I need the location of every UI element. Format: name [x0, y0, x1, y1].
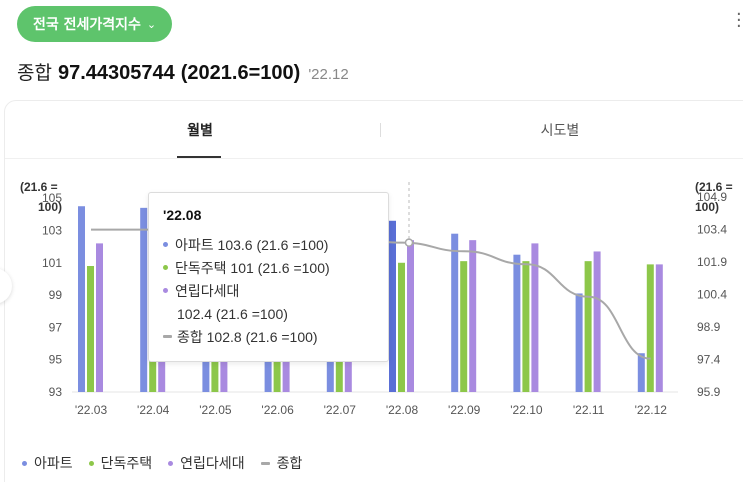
headline-base: (2021.6=100) — [180, 62, 301, 84]
tooltip-rowhouse-label: 연립다세대 — [175, 282, 240, 299]
chevron-down-icon: ⌄ — [146, 17, 157, 31]
tooltip-rowhouse-value: 102.4 (21.6 =100) — [177, 305, 288, 322]
composite-line-icon — [163, 335, 172, 338]
tab-monthly[interactable]: 월별 — [187, 123, 213, 139]
rowhouse-dot-icon — [168, 460, 174, 466]
tooltip-row-rowhouse-value: 102.4 (21.6 =100) — [163, 302, 388, 325]
legend-item-detached[interactable]: 단독주택 — [88, 453, 153, 473]
index-selector-label: 전국 전세가격지수 — [33, 17, 141, 33]
tooltip-title: '22.08 — [163, 207, 202, 223]
legend-item-apartment[interactable]: 아파트 — [22, 453, 73, 473]
tooltip-detached-text: 단독주택 101 (21.6 =100) — [175, 259, 330, 276]
tab-divider — [380, 123, 381, 137]
tooltip-apartment-text: 아파트 103.6 (21.6 =100) — [175, 236, 329, 253]
headline-value: 97.44305744 — [57, 62, 175, 84]
legend-label-rowhouse: 연립다세대 — [180, 455, 245, 471]
legend-label-detached: 단독주택 — [100, 455, 153, 471]
legend-label-apartment: 아파트 — [34, 455, 73, 471]
rowhouse-dot-icon — [163, 288, 168, 293]
detached-dot-icon — [163, 265, 168, 270]
chart-legend: 아파트 단독주택 연립다세대 종합 — [22, 453, 302, 473]
legend-item-composite[interactable]: 종합 — [260, 453, 303, 473]
tab-selected-indicator — [177, 156, 221, 158]
tooltip-row-rowhouse: 연립다세대 — [163, 279, 388, 302]
tab-by-region[interactable]: 시도별 — [540, 123, 580, 139]
headline-label: 종합 — [17, 62, 52, 84]
tooltip-row-detached: 단독주택 101 (21.6 =100) — [163, 256, 388, 279]
headline: 종합 97.44305744 (2021.6=100) '22.12 — [17, 58, 349, 85]
more-options-icon[interactable]: · · · — [736, 4, 742, 37]
scroll-handle[interactable] — [0, 268, 12, 304]
apartment-dot-icon — [163, 242, 168, 247]
tooltip-row-apartment: 아파트 103.6 (21.6 =100) — [163, 233, 388, 256]
index-selector-button[interactable]: 전국 전세가격지수 ⌄ — [17, 6, 173, 42]
composite-line-icon — [260, 461, 270, 465]
tooltip-row-composite: 종합 102.8 (21.6 =100) — [163, 325, 388, 348]
detached-dot-icon — [88, 460, 94, 466]
legend-item-rowhouse[interactable]: 연립다세대 — [168, 453, 245, 473]
tooltip-composite-text: 종합 102.8 (21.6 =100) — [177, 328, 318, 345]
headline-date: '22.12 — [308, 66, 349, 83]
tab-bar: 월별 시도별 — [5, 101, 743, 159]
legend-label-composite: 종합 — [276, 455, 303, 471]
chart-tooltip: '22.08 아파트 103.6 (21.6 =100) 단독주택 101 (2… — [148, 192, 389, 362]
apartment-dot-icon — [22, 460, 27, 466]
